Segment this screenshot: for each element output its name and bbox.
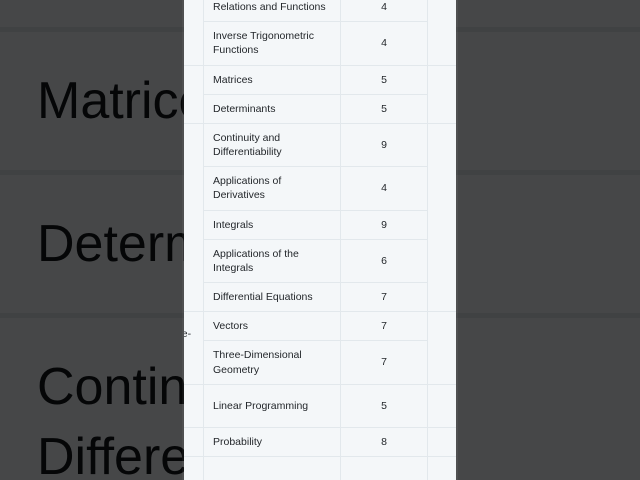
cell-unit: Linear Programming bbox=[184, 383, 204, 429]
syllabus-table: Relations and FunctionsRelations and Fun… bbox=[184, 0, 456, 480]
cell-topic: Applications of the Integrals bbox=[203, 238, 341, 284]
table-row: CalculusContinuity and Differentiability… bbox=[184, 122, 456, 313]
cell-marks: 7 bbox=[340, 311, 428, 342]
table-row: Vectors and Three-Dimensional GeometryVe… bbox=[184, 311, 456, 385]
cell-unit: Relations and Functions bbox=[184, 0, 204, 66]
cell-unit-total: 8 bbox=[427, 0, 456, 66]
cell-marks: 7 bbox=[340, 340, 428, 385]
foreground-video-panel: Relations and FunctionsRelations and Fun… bbox=[184, 0, 456, 480]
cell-marks: 9 bbox=[340, 122, 428, 168]
table-row: Total 80 bbox=[184, 456, 456, 480]
cell-unit: Vectors and Three-Dimensional Geometry bbox=[184, 311, 204, 385]
cell-marks: 4 bbox=[340, 166, 428, 211]
table-body: Relations and FunctionsRelations and Fun… bbox=[184, 0, 456, 480]
cell-marks: 5 bbox=[340, 383, 428, 429]
cell-unit-total: 35 bbox=[427, 122, 456, 313]
cell-topic: Integrals bbox=[203, 209, 341, 240]
cell-topic: Matrices bbox=[203, 64, 341, 95]
cell-topic: Relations and Functions bbox=[203, 0, 341, 23]
cell-topic: Applications of Derivatives bbox=[203, 166, 341, 211]
cell-marks bbox=[340, 456, 428, 480]
table-row: Integrals 9 bbox=[184, 209, 456, 240]
table-row: Applications of the Integrals 6 bbox=[184, 238, 456, 284]
cell-topic: Three-Dimensional Geometry bbox=[203, 340, 341, 385]
cell-unit: Total bbox=[184, 456, 204, 480]
cell-topic: Differential Equations bbox=[203, 282, 341, 313]
cell-marks: 5 bbox=[340, 93, 428, 124]
cell-topic: Continuity and Differentiability bbox=[203, 122, 341, 168]
table-row: Relations and FunctionsRelations and Fun… bbox=[184, 0, 456, 66]
table-row: ProbabilityProbability88 bbox=[184, 427, 456, 458]
table-row: Applications of Derivatives 4 bbox=[184, 166, 456, 211]
table-row: Differential Equations 7 bbox=[184, 282, 456, 313]
cell-marks: 9 bbox=[340, 209, 428, 240]
cell-unit-total: 8 bbox=[427, 427, 456, 458]
cell-topic: Vectors bbox=[203, 311, 341, 342]
cell-topic: Probability bbox=[203, 427, 341, 458]
cell-unit-total: 10 bbox=[427, 64, 456, 124]
cell-topic: Linear Programming bbox=[203, 383, 341, 429]
cell-marks: 7 bbox=[340, 282, 428, 313]
cell-topic bbox=[203, 456, 341, 480]
cell-unit: Algebra bbox=[184, 64, 204, 124]
table-row: Linear ProgrammingLinear Programming55 bbox=[184, 383, 456, 429]
cell-marks: 5 bbox=[340, 64, 428, 95]
cell-unit: Calculus bbox=[184, 122, 204, 313]
cell-marks: 8 bbox=[340, 427, 428, 458]
table-row: AlgebraMatrices510 bbox=[184, 64, 456, 124]
cell-marks: 4 bbox=[340, 21, 428, 66]
cell-topic: Determinants bbox=[203, 93, 341, 124]
cell-unit: Probability bbox=[184, 427, 204, 458]
cell-topic: Inverse Trigonometric Functions bbox=[203, 21, 341, 66]
cell-marks: 6 bbox=[340, 238, 428, 284]
cell-unit-total: 5 bbox=[427, 383, 456, 429]
cell-unit-total: 14 bbox=[427, 311, 456, 385]
table-row: Three-Dimensional Geometry 7 bbox=[184, 340, 456, 385]
panel-table-wrapper: Relations and FunctionsRelations and Fun… bbox=[184, 0, 456, 480]
cell-unit-total: 80 bbox=[427, 456, 456, 480]
cell-marks: 4 bbox=[340, 0, 428, 23]
